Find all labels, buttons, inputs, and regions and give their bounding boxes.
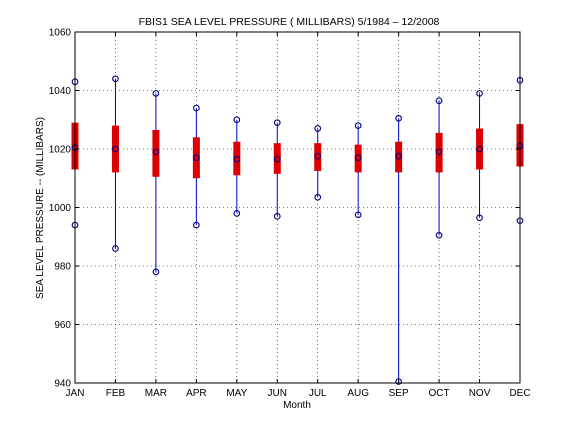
mean-marker-mar: [152, 148, 160, 156]
x-tick-label: OCT: [429, 388, 450, 399]
box-apr: [192, 137, 200, 179]
y-tick-label: 940: [54, 379, 71, 390]
box-jun: [273, 143, 281, 174]
min-marker-sep: [395, 378, 402, 385]
x-tick-label: MAR: [145, 388, 167, 399]
min-marker-nov: [476, 214, 483, 222]
max-marker-mar: [152, 90, 160, 97]
box-jul: [314, 143, 322, 171]
max-marker-sep: [395, 114, 402, 122]
max-marker-jul: [314, 125, 322, 132]
mean-marker-nov: [476, 145, 483, 153]
mean-marker-feb: [112, 145, 119, 153]
box-mar: [152, 129, 160, 177]
y-tick-label: 980: [54, 262, 71, 273]
max-marker-may: [233, 116, 241, 124]
chart-title: FBIS1 SEA LEVEL PRESSURE ( MILLIBARS) 5/…: [139, 16, 440, 28]
box-sep: [395, 141, 403, 173]
y-axis-label: SEA LEVEL PRESSURE -- (MILLIBARS): [35, 117, 46, 299]
max-marker-aug: [354, 122, 362, 129]
x-tick-label: AUG: [347, 388, 369, 399]
mean-marker-apr: [193, 154, 200, 162]
mean-marker-oct: [435, 148, 443, 156]
mean-marker-jul: [314, 152, 322, 160]
x-axis-label: Month: [283, 400, 311, 411]
max-marker-nov: [476, 90, 483, 97]
box-nov: [476, 128, 484, 170]
mean-marker-sep: [395, 152, 402, 160]
min-marker-jun: [273, 212, 281, 220]
mean-marker-jun: [273, 155, 281, 163]
mean-marker-aug: [354, 154, 362, 162]
x-tick-label: JAN: [66, 388, 85, 399]
min-marker-aug: [354, 211, 362, 219]
x-tick-label: APR: [186, 388, 207, 399]
max-marker-apr: [193, 104, 200, 112]
box-feb: [111, 125, 119, 173]
min-marker-oct: [435, 231, 443, 239]
min-marker-feb: [112, 245, 119, 252]
axis-ticks: 940 960 980 1000 1020 1040 1060 JAN FEB MAR APR MAY…: [49, 28, 531, 400]
min-marker-may: [233, 210, 241, 217]
x-tick-label: NOV: [469, 388, 491, 399]
y-tick-label: 1060: [49, 28, 72, 39]
box-aug: [354, 144, 362, 173]
min-marker-apr: [193, 221, 200, 229]
plot-area-frame: [74, 31, 521, 384]
grid-lines: [75, 32, 520, 383]
box-may: [233, 141, 241, 176]
min-marker-mar: [152, 268, 160, 276]
y-tick-label: 960: [54, 320, 71, 331]
x-tick-label: FEB: [106, 388, 126, 399]
box-oct: [435, 132, 443, 173]
min-marker-jul: [314, 193, 322, 201]
x-tick-label: SEP: [389, 388, 409, 399]
x-tick-label: JUN: [268, 388, 287, 399]
max-marker-oct: [435, 97, 443, 105]
x-tick-label: JUL: [309, 388, 327, 399]
y-tick-label: 1020: [49, 145, 72, 156]
x-tick-label: DEC: [509, 388, 530, 399]
max-marker-feb: [112, 75, 119, 83]
box-plot-marks: [71, 75, 524, 385]
x-tick-label: MAY: [226, 388, 247, 399]
max-marker-jun: [273, 119, 281, 127]
mean-marker-may: [233, 155, 241, 163]
y-tick-label: 1040: [49, 86, 72, 97]
y-tick-label: 1000: [49, 203, 72, 214]
